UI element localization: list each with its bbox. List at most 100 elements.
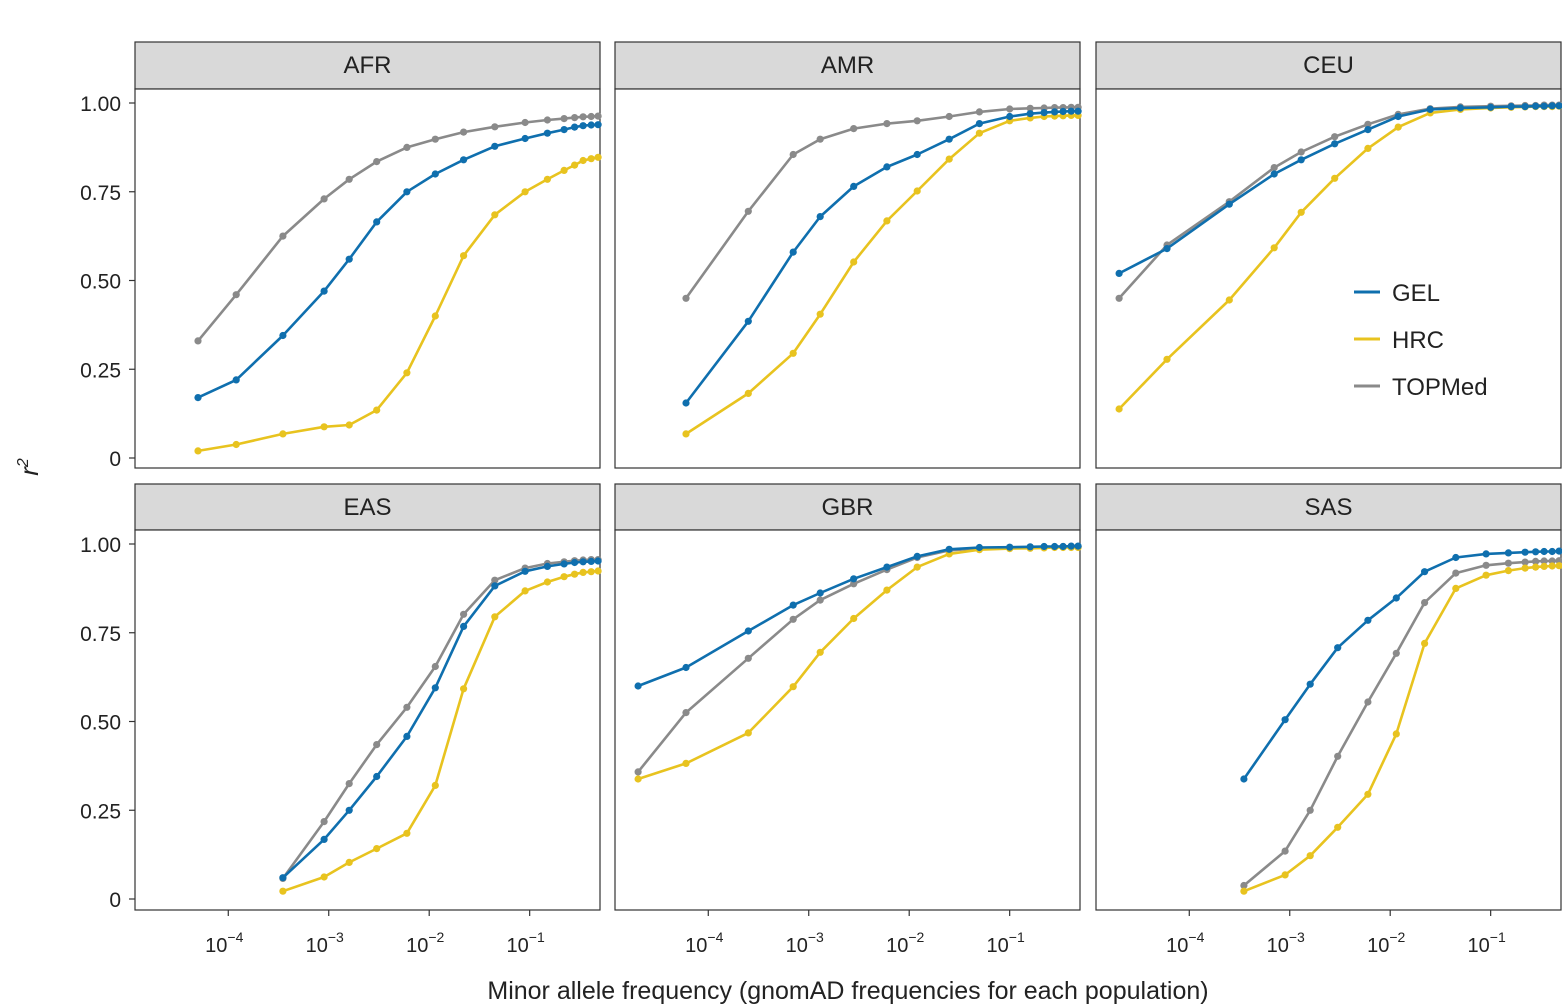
data-point xyxy=(1331,140,1339,148)
data-point xyxy=(634,775,642,783)
series-line-topmed xyxy=(684,106,1079,300)
panel-amr: AMR xyxy=(614,41,1082,469)
data-point xyxy=(460,128,468,136)
data-point xyxy=(521,118,529,127)
data-point xyxy=(521,587,529,595)
data-point xyxy=(491,582,499,590)
data-point xyxy=(571,161,579,169)
data-point xyxy=(883,120,891,128)
data-point xyxy=(1364,126,1372,134)
data-point xyxy=(1532,102,1540,110)
x-tick-label: 10−3 xyxy=(1267,929,1305,957)
data-point xyxy=(320,818,328,826)
data-point xyxy=(431,312,439,320)
data-point xyxy=(587,121,595,129)
data-point xyxy=(587,568,595,576)
x-tick-label-base: 10 xyxy=(1367,935,1389,957)
data-point xyxy=(1059,107,1067,116)
y-tick-label: 0.75 xyxy=(80,623,121,646)
data-point xyxy=(1540,557,1548,565)
data-point xyxy=(816,589,824,597)
panel-frame xyxy=(614,88,1081,469)
data-point xyxy=(560,126,568,134)
x-tick-label: 10−4 xyxy=(205,929,243,957)
data-point xyxy=(1507,103,1515,111)
series-gel xyxy=(634,542,1082,690)
data-point xyxy=(1026,104,1034,112)
data-point xyxy=(373,741,381,749)
data-point xyxy=(1334,644,1342,652)
data-point xyxy=(850,258,858,266)
x-tick-label-base: 10 xyxy=(786,935,808,957)
x-tick-label: 10−2 xyxy=(406,929,444,957)
data-point xyxy=(744,207,752,215)
series-gel xyxy=(1115,102,1562,277)
data-point xyxy=(320,195,328,203)
data-point xyxy=(913,150,921,159)
x-tick-label-base: 10 xyxy=(1166,935,1188,957)
data-point xyxy=(587,155,595,163)
data-point xyxy=(491,123,499,131)
data-point xyxy=(579,558,587,566)
data-point xyxy=(1540,562,1548,571)
data-point xyxy=(594,121,602,129)
series-line-hrc xyxy=(685,114,1079,435)
x-tick-label-exponent: −4 xyxy=(227,929,243,945)
data-point xyxy=(232,376,240,384)
x-tick-label-base: 10 xyxy=(1468,935,1490,957)
panel-strip xyxy=(614,41,1081,90)
data-point xyxy=(345,175,353,183)
data-point xyxy=(194,337,202,345)
panel-afr: AFR 0 0.25 0.50 0.75 1.00 xyxy=(80,41,602,471)
data-point xyxy=(1225,296,1233,304)
data-point xyxy=(1540,547,1548,556)
data-point xyxy=(232,440,240,449)
data-point xyxy=(1555,102,1562,110)
data-point xyxy=(1281,716,1289,724)
y-axis-label-base: r xyxy=(14,466,44,476)
data-point xyxy=(521,567,529,575)
data-point xyxy=(491,613,499,621)
panel-strip xyxy=(134,41,601,90)
y-axis-label: r2 xyxy=(14,458,44,476)
data-point xyxy=(1067,542,1075,550)
data-point xyxy=(816,596,824,604)
data-point xyxy=(1074,107,1082,115)
panel-strip xyxy=(1095,483,1562,531)
data-point xyxy=(744,317,752,325)
panel-ceu: CEU xyxy=(1095,41,1562,469)
legend-item-gel: GEL xyxy=(1354,280,1440,307)
x-tick-label-exponent: −1 xyxy=(1490,929,1506,945)
data-point xyxy=(789,601,797,609)
data-point xyxy=(579,113,587,121)
x-tick-label-base: 10 xyxy=(685,935,707,957)
y-tick-label: 0 xyxy=(109,889,121,912)
data-point xyxy=(279,887,287,895)
data-point xyxy=(594,112,602,120)
data-point xyxy=(571,570,579,578)
data-point xyxy=(1297,208,1305,216)
data-point xyxy=(373,406,381,414)
series-hrc xyxy=(194,153,602,455)
data-point xyxy=(1521,564,1529,572)
data-point xyxy=(403,369,411,377)
y-tick-label: 0.25 xyxy=(80,800,121,823)
data-point xyxy=(1026,543,1034,551)
data-point xyxy=(945,135,953,143)
data-point xyxy=(789,615,797,623)
data-point xyxy=(460,610,468,618)
data-point xyxy=(634,768,642,776)
data-point xyxy=(560,573,568,581)
data-point xyxy=(543,562,552,571)
data-point xyxy=(682,399,690,407)
data-point xyxy=(560,560,568,568)
y-tick-label: 0.25 xyxy=(80,359,121,382)
data-point xyxy=(1331,133,1339,141)
data-point xyxy=(975,108,984,116)
data-point xyxy=(1306,852,1314,860)
data-point xyxy=(579,156,587,165)
panel-frame xyxy=(1095,88,1562,469)
data-point xyxy=(1240,775,1248,783)
data-point xyxy=(1364,144,1372,152)
